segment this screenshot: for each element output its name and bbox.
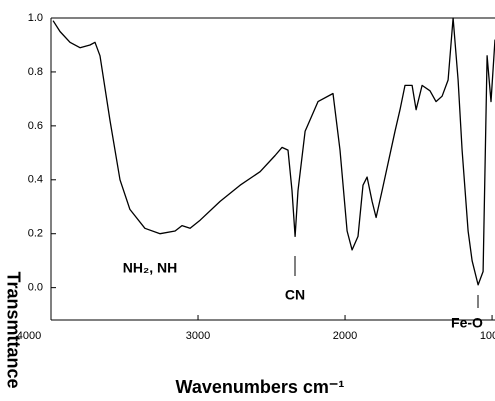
y-tick-label: 0.2 xyxy=(28,228,43,240)
annotation: CN xyxy=(285,287,305,303)
x-tick-label: 2000 xyxy=(333,330,357,342)
spectrum-line xyxy=(52,17,495,286)
x-tick-label: 4000 xyxy=(17,330,41,342)
y-axis-title: Transmttance xyxy=(3,271,23,388)
y-tick-label: 0.4 xyxy=(28,174,43,186)
x-axis-title: Wavenumbers cm⁻¹ xyxy=(176,377,345,397)
y-tick-label: 0.8 xyxy=(28,66,43,78)
x-tick-label: 1000 xyxy=(480,330,495,342)
y-tick-label: 0.6 xyxy=(28,120,43,132)
y-tick-label: 0.0 xyxy=(28,282,43,294)
annotation: NH₂, NH xyxy=(123,260,177,276)
y-tick-label: 1.0 xyxy=(28,12,43,24)
annotation: Fe-O xyxy=(451,315,483,331)
x-tick-label: 3000 xyxy=(186,330,210,342)
